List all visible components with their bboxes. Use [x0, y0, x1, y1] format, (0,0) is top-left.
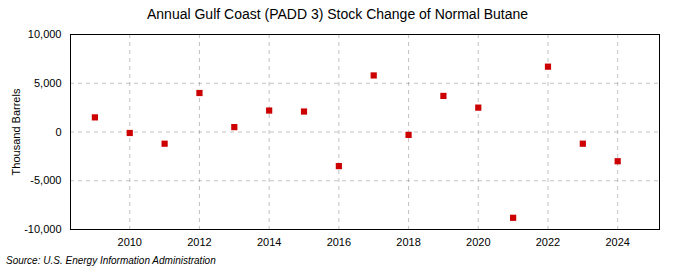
svg-text:2022: 2022 — [536, 236, 560, 248]
svg-text:5,000: 5,000 — [34, 77, 62, 89]
svg-text:0: 0 — [55, 126, 61, 138]
html-text:Source: U.S. Energy Informatio: Source: U.S. Energy Information Administ… — [6, 255, 216, 266]
svg-text:2014: 2014 — [257, 236, 281, 248]
svg-text:2018: 2018 — [396, 236, 420, 248]
html-text:Annual Gulf Coast (PADD 3) Sto: Annual Gulf Coast (PADD 3) Stock Change … — [147, 6, 528, 22]
svg-text:2010: 2010 — [118, 236, 142, 248]
svg-text:2024: 2024 — [605, 236, 629, 248]
svg-text:-10,000: -10,000 — [24, 223, 61, 235]
svg-text:2020: 2020 — [466, 236, 490, 248]
svg-text:2012: 2012 — [187, 236, 211, 248]
svg-text:-5,000: -5,000 — [30, 174, 61, 186]
svg-text:Thousand Barrels: Thousand Barrels — [10, 88, 22, 175]
svg-text:2016: 2016 — [327, 236, 351, 248]
svg-text:10,000: 10,000 — [28, 28, 62, 40]
